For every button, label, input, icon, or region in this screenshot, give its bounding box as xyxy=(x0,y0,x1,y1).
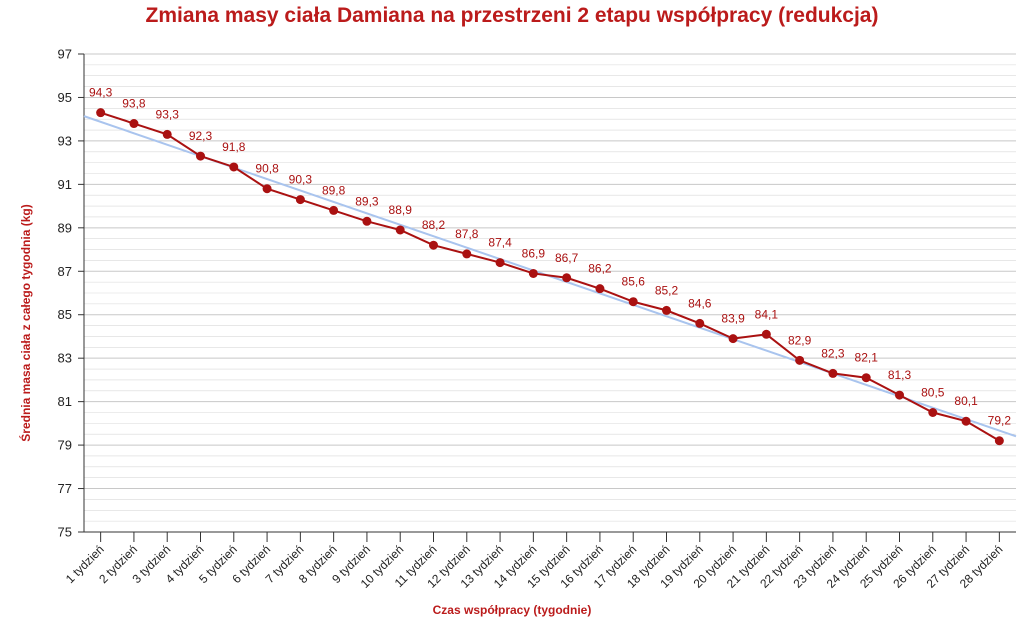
data-label: 79,2 xyxy=(988,414,1012,428)
data-label: 82,3 xyxy=(821,346,845,360)
data-point xyxy=(828,368,838,378)
data-label: 88,9 xyxy=(389,203,413,217)
data-label: 82,1 xyxy=(855,351,879,365)
data-point xyxy=(528,268,538,278)
y-tick-label: 89 xyxy=(58,220,72,235)
data-label: 85,2 xyxy=(655,283,679,297)
y-tick-label: 79 xyxy=(58,438,72,453)
y-tick-label: 77 xyxy=(58,481,72,496)
data-label: 82,9 xyxy=(788,333,812,347)
data-label: 85,6 xyxy=(622,275,646,289)
data-point xyxy=(229,162,239,172)
data-point xyxy=(961,416,971,426)
data-point xyxy=(795,355,805,365)
data-label: 94,3 xyxy=(89,86,113,100)
data-label: 87,8 xyxy=(455,227,479,241)
data-point xyxy=(628,297,638,307)
data-point xyxy=(994,436,1004,446)
data-label: 83,9 xyxy=(721,312,745,326)
data-point xyxy=(262,184,272,194)
data-label: 86,9 xyxy=(522,246,546,260)
x-axis-label: Czas współpracy (tygodnie) xyxy=(432,603,592,617)
data-label: 81,3 xyxy=(888,368,912,382)
data-point xyxy=(595,284,605,294)
data-point xyxy=(362,216,372,226)
y-tick-label: 91 xyxy=(58,177,72,192)
data-point xyxy=(695,318,705,328)
data-label: 90,8 xyxy=(255,162,279,176)
data-point xyxy=(462,249,472,259)
data-label: 88,2 xyxy=(422,218,446,232)
data-point xyxy=(329,205,339,215)
series-line xyxy=(100,111,1000,442)
data-label: 86,7 xyxy=(555,251,579,265)
y-tick-label: 85 xyxy=(58,307,72,322)
data-point xyxy=(196,151,205,161)
data-label: 87,4 xyxy=(488,236,512,250)
data-label: 86,2 xyxy=(588,262,612,276)
y-tick-label: 95 xyxy=(58,90,72,105)
data-label: 84,6 xyxy=(688,296,712,310)
data-point xyxy=(395,225,405,235)
data-point xyxy=(728,334,738,344)
data-label: 91,8 xyxy=(222,140,246,154)
data-point xyxy=(495,258,505,268)
data-point xyxy=(295,195,305,205)
data-point xyxy=(662,305,671,315)
data-point xyxy=(761,329,771,339)
data-label: 92,3 xyxy=(189,129,213,143)
y-tick-label: 83 xyxy=(58,351,72,366)
data-label: 93,8 xyxy=(122,97,146,111)
data-point xyxy=(429,240,438,250)
data-label: 89,8 xyxy=(322,183,346,197)
data-label: 84,1 xyxy=(755,307,779,321)
data-point xyxy=(129,119,139,129)
data-label: 90,3 xyxy=(289,173,313,187)
data-point xyxy=(861,373,871,383)
data-point xyxy=(928,408,938,417)
data-point xyxy=(895,390,904,400)
data-point xyxy=(96,108,106,118)
y-tick-label: 87 xyxy=(58,264,72,279)
y-tick-label: 75 xyxy=(58,525,72,540)
y-tick-label: 93 xyxy=(58,133,72,148)
data-point xyxy=(162,129,172,139)
data-label: 89,3 xyxy=(355,194,379,208)
data-label: 80,1 xyxy=(954,394,978,408)
data-label: 93,3 xyxy=(156,107,180,121)
data-label: 80,5 xyxy=(921,386,945,400)
y-tick-label: 81 xyxy=(58,394,72,409)
y-tick-label: 97 xyxy=(58,47,72,62)
chart-title: Zmiana masy ciała Damiana na przestrzeni… xyxy=(145,4,879,27)
data-point xyxy=(562,273,572,283)
